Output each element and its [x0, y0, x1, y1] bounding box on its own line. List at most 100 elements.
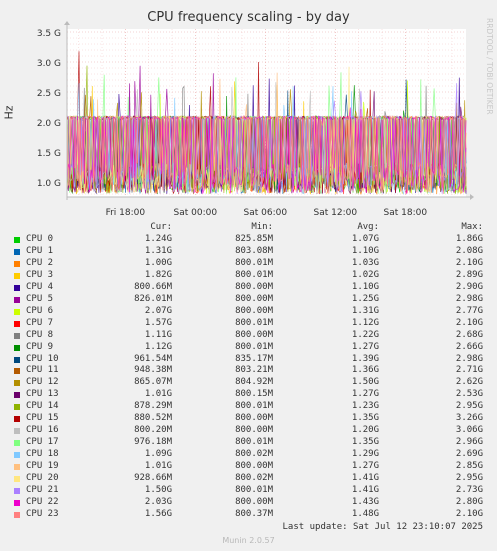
- series-max: 2.77G: [455, 305, 483, 316]
- series-cur: 1.01G: [144, 389, 172, 400]
- series-name: CPU 6: [26, 305, 54, 316]
- series-swatch: [14, 296, 20, 303]
- y-axis-arrow: [64, 21, 70, 25]
- series-avg: 1.39G: [351, 353, 379, 364]
- series-swatch: [14, 284, 20, 291]
- series-swatch: [14, 440, 20, 447]
- series-cur: 961.54M: [134, 353, 172, 364]
- series-avg: 1.27G: [351, 389, 379, 400]
- series-cur: 1.82G: [144, 269, 172, 280]
- series-min: 800.01M: [235, 341, 273, 352]
- series-cur: 1.57G: [144, 317, 172, 328]
- legend-row: CPU 21 1.50G 800.01M 1.41G 2.73G: [0, 485, 497, 497]
- legend-row: CPU 18 1.09G 800.02M 1.29G 2.69G: [0, 449, 497, 461]
- series-max: 2.89G: [455, 269, 483, 280]
- series-swatch: [14, 368, 20, 375]
- series-min: 800.37M: [235, 508, 273, 519]
- series-max: 2.80G: [455, 496, 483, 507]
- series-swatch: [14, 272, 20, 279]
- series-cur: 800.20M: [134, 425, 172, 436]
- series-avg: 1.41G: [351, 484, 379, 495]
- series-avg: 1.23G: [351, 401, 379, 412]
- series-cur: 976.18M: [134, 437, 172, 448]
- series-min: 800.02M: [235, 473, 273, 483]
- series-max: 2.90G: [455, 281, 483, 292]
- y-tick-label: 2.0 G: [37, 119, 61, 129]
- series-min: 825.85M: [235, 234, 273, 244]
- legend-row: CPU 23 1.56G 800.37M 1.48G 2.10G: [0, 509, 497, 521]
- series-swatch: [14, 344, 20, 351]
- legend-row: CPU 12 865.07M 804.92M 1.50G 2.62G: [0, 377, 497, 389]
- legend-row: CPU 13 1.01G 800.15M 1.27G 2.53G: [0, 389, 497, 401]
- series-name: CPU 3: [26, 269, 54, 280]
- legend-row: CPU 2 1.00G 800.01M 1.03G 2.10G: [0, 258, 497, 270]
- series-cur: 1.09G: [144, 449, 172, 460]
- series-swatch: [14, 260, 20, 267]
- series-avg: 1.27G: [351, 341, 379, 352]
- rrdtool-credit: RRDTOOL / TOBI OETIKER: [485, 18, 494, 115]
- x-tick-label: Sat 06:00: [244, 208, 288, 218]
- series-max: 2.95G: [455, 401, 483, 412]
- y-tick-label: 2.5 G: [37, 89, 61, 99]
- series-avg: 1.35G: [351, 413, 379, 424]
- series-avg: 1.12G: [351, 317, 379, 328]
- series-avg: 1.48G: [351, 508, 379, 519]
- series-swatch: [14, 487, 20, 494]
- series-name: CPU 23: [26, 508, 59, 519]
- series-name: CPU 16: [26, 425, 59, 436]
- legend-row: CPU 22 2.03G 800.00M 1.43G 2.80G: [0, 497, 497, 509]
- series-avg: 1.22G: [351, 329, 379, 340]
- legend-row: CPU 3 1.82G 800.01M 1.02G 2.89G: [0, 270, 497, 282]
- series-avg: 1.31G: [351, 305, 379, 316]
- series-swatch: [14, 416, 20, 423]
- series-name: CPU 18: [26, 449, 59, 460]
- legend-row: CPU 6 2.07G 800.00M 1.31G 2.77G: [0, 306, 497, 318]
- series-min: 800.01M: [235, 257, 273, 268]
- last-update: Last update: Sat Jul 12 23:10:07 2025: [282, 522, 483, 532]
- series-swatch: [14, 511, 20, 518]
- series-swatch: [14, 248, 20, 255]
- series-swatch: [14, 452, 20, 459]
- x-axis-arrow: [470, 194, 474, 200]
- series-cur: 1.01G: [144, 461, 172, 472]
- series-swatch: [14, 356, 20, 363]
- series-min: 800.01M: [235, 401, 273, 412]
- series-name: CPU 21: [26, 484, 59, 495]
- series-cur: 1.12G: [144, 341, 172, 352]
- series-cur: 880.52M: [134, 413, 172, 424]
- series-min: 800.02M: [235, 449, 273, 460]
- series-name: CPU 14: [26, 401, 59, 412]
- series-avg: 1.43G: [351, 496, 379, 507]
- series-name: CPU 12: [26, 377, 59, 388]
- series-name: CPU 11: [26, 365, 59, 376]
- series-name: CPU 4: [26, 281, 54, 292]
- munin-version: Munin 2.0.57: [222, 536, 275, 545]
- y-tick-label: 3.5 G: [37, 29, 61, 39]
- series-min: 803.08M: [235, 245, 273, 256]
- series-max: 2.85G: [455, 461, 483, 472]
- series-avg: 1.20G: [351, 425, 379, 436]
- series-name: CPU 17: [26, 437, 59, 448]
- series-swatch: [14, 380, 20, 387]
- series-name: CPU 7: [26, 317, 54, 328]
- legend-row: CPU 20 928.66M 800.02M 1.41G 2.95G: [0, 473, 497, 485]
- series-avg: 1.03G: [351, 257, 379, 268]
- series-line-cpu-22: [66, 107, 467, 194]
- series-cur: 1.00G: [144, 257, 172, 268]
- legend-row: CPU 0 1.24G 825.85M 1.07G 1.86G: [0, 234, 497, 246]
- series-min: 800.01M: [235, 484, 273, 495]
- series-avg: 1.50G: [351, 377, 379, 388]
- series-avg: 1.07G: [351, 234, 379, 244]
- series-avg: 1.29G: [351, 449, 379, 460]
- series-max: 2.69G: [455, 449, 483, 460]
- series-cur: 2.03G: [144, 496, 172, 507]
- series-min: 800.01M: [235, 437, 273, 448]
- chart-title: CPU frequency scaling - by day: [147, 10, 350, 25]
- legend-row: CPU 8 1.11G 800.00M 1.22G 2.68G: [0, 330, 497, 342]
- legend-row: CPU 5 826.01M 800.00M 1.25G 2.98G: [0, 294, 497, 306]
- series-max: 2.08G: [455, 245, 483, 256]
- legend-column-header: Min:: [251, 222, 273, 232]
- legend-row: CPU 19 1.01G 800.00M 1.27G 2.85G: [0, 461, 497, 473]
- series-avg: 1.41G: [351, 473, 379, 483]
